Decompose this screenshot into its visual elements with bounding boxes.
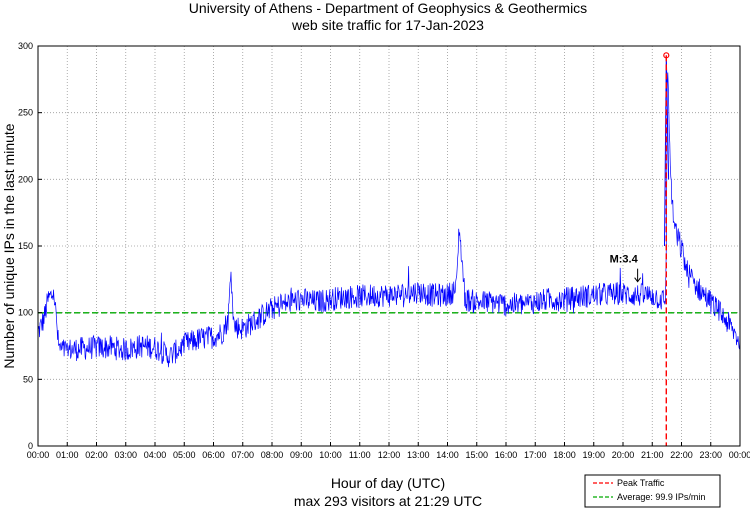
legend: Peak Traffic Average: 99.9 IPs/min: [584, 474, 721, 508]
x-tick-label: 21:00: [641, 450, 664, 460]
legend-box: [584, 474, 721, 508]
x-tick-label: 17:00: [524, 450, 547, 460]
footer-text: max 293 visitors at 21:29 UTC: [294, 493, 482, 509]
x-tick-label: 15:00: [465, 450, 488, 460]
x-tick-label: 01:00: [56, 450, 79, 460]
y-tick-label: 50: [23, 374, 33, 384]
y-tick-label: 0: [28, 441, 33, 451]
x-tick-label: 16:00: [495, 450, 518, 460]
chart-title: University of Athens - Department of Geo…: [189, 0, 587, 16]
x-ticks: 00:00 01:00 02:00 03:00 04:00 05:00 06:00 07:00…: [27, 442, 750, 460]
x-tick-label: 14:00: [436, 450, 459, 460]
annotation-arrow-head: [634, 277, 642, 283]
x-tick-label: 08:00: [261, 450, 284, 460]
peak-line-layer: [663, 52, 670, 446]
y-tick-label: 250: [18, 108, 33, 118]
y-axis-label: Number of unique IPs in the last minute: [1, 123, 17, 368]
y-tick-label: 300: [18, 41, 33, 51]
x-axis-label: Hour of day (UTC): [331, 475, 445, 491]
x-tick-label: 22:00: [670, 450, 693, 460]
x-tick-label: 00:00: [729, 450, 750, 460]
x-tick-label: 13:00: [407, 450, 430, 460]
y-tick-label: 200: [18, 174, 33, 184]
x-tick-label: 03:00: [114, 450, 137, 460]
y-ticks: 0 50 100 150 200 250 300: [18, 41, 42, 451]
x-tick-label: 09:00: [290, 450, 313, 460]
annotation-layer: M:3.4: [610, 254, 642, 283]
chart-subtitle: web site traffic for 17-Jan-2023: [291, 17, 484, 33]
legend-peak-label: Peak Traffic: [617, 478, 665, 488]
x-tick-label: 20:00: [612, 450, 635, 460]
x-tick-label: 18:00: [553, 450, 576, 460]
x-tick-label: 04:00: [144, 450, 167, 460]
x-tick-label: 23:00: [699, 450, 722, 460]
series-layer: [37, 55, 741, 368]
grid: [38, 46, 740, 446]
x-tick-label: 11:00: [349, 450, 371, 460]
y-tick-label: 100: [18, 308, 33, 318]
x-tick-label: 05:00: [173, 450, 196, 460]
x-tick-label: 10:00: [319, 450, 342, 460]
x-tick-label: 12:00: [378, 450, 401, 460]
annotation-label: M:3.4: [610, 254, 639, 266]
y-tick-label: 150: [18, 241, 33, 251]
x-tick-label: 07:00: [231, 450, 254, 460]
series-line: [37, 72, 741, 368]
x-tick-label: 06:00: [202, 450, 225, 460]
x-tick-label: 02:00: [85, 450, 108, 460]
legend-average-label: Average: 99.9 IPs/min: [617, 492, 705, 502]
x-tick-label: 00:00: [27, 450, 50, 460]
peak-marker: [663, 52, 670, 59]
series-peak-segment: [664, 55, 670, 247]
x-tick-label: 19:00: [582, 450, 605, 460]
